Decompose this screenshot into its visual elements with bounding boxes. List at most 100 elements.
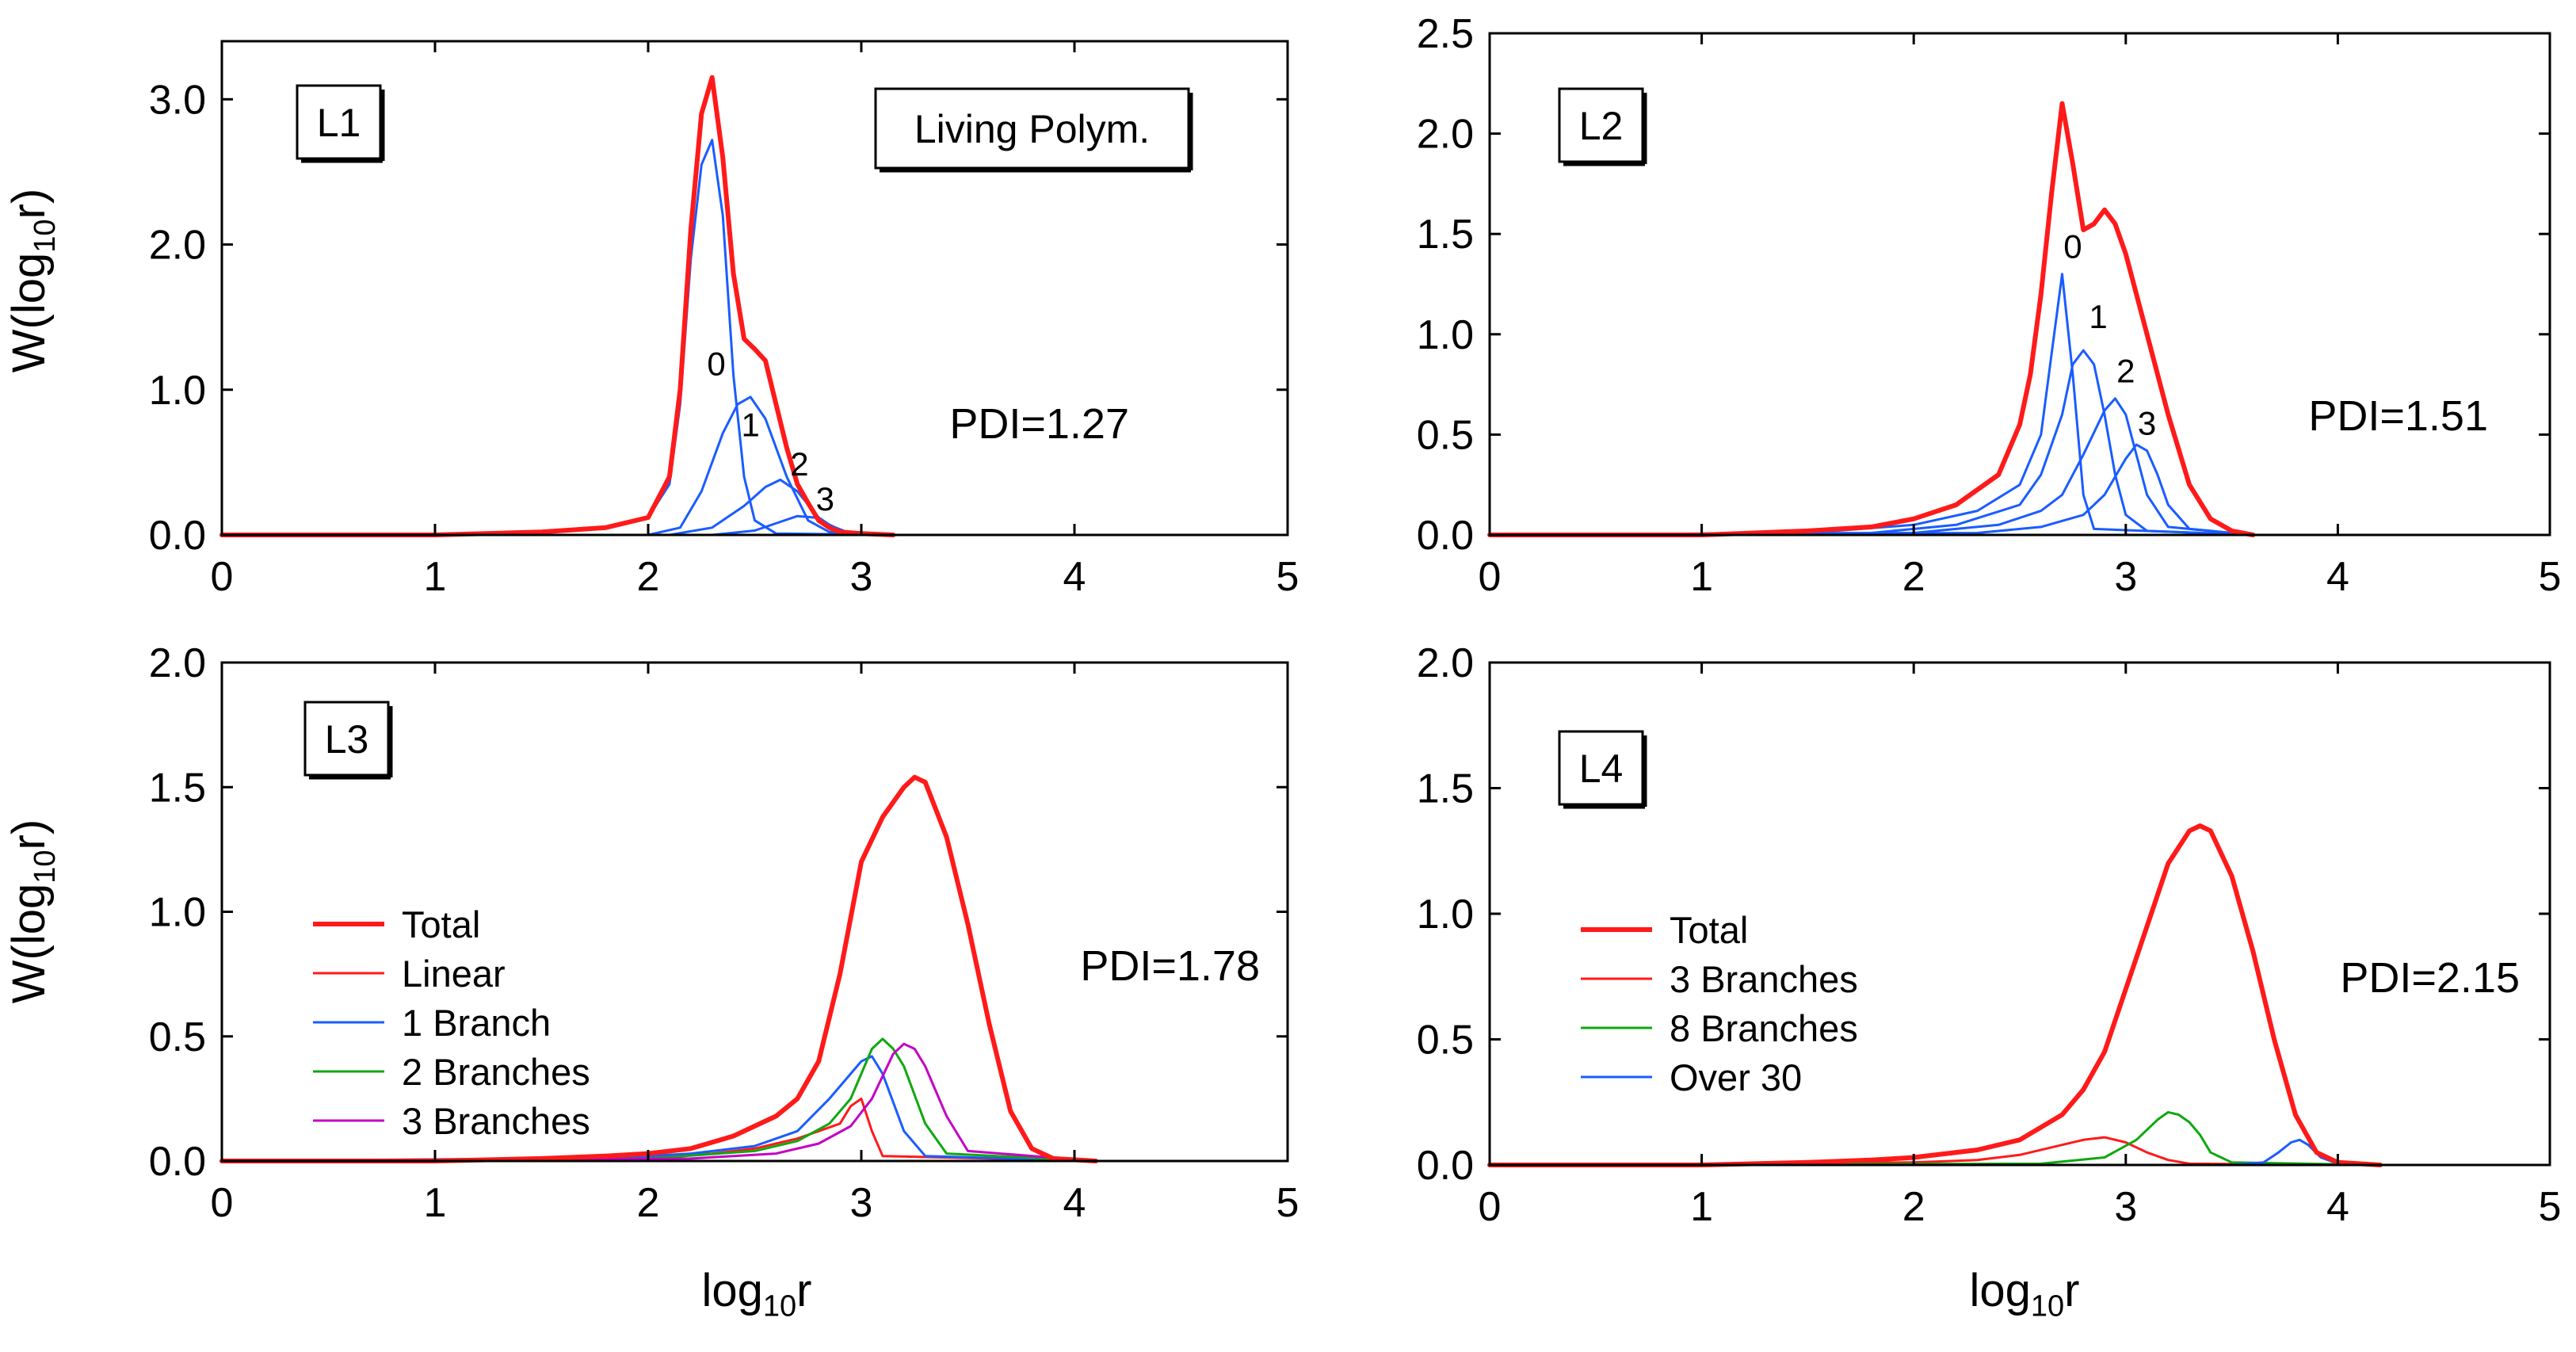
note-box-text: Living Polym.: [914, 107, 1150, 151]
series-line-8-branches: [1488, 1110, 2382, 1167]
series-line-1-branch: [220, 1055, 1097, 1163]
series-line-3-branches: [220, 1042, 1097, 1163]
curve-annotation: 0: [707, 345, 725, 382]
curve-annotation: 3: [2138, 404, 2156, 441]
pdi-label: PDI=1.78: [1080, 942, 1260, 990]
series-line-1: [220, 395, 895, 537]
y-tick-label: 0.0: [149, 513, 206, 559]
curve-annotation: 2: [2116, 353, 2135, 390]
series-line-3-branches: [1488, 1136, 2382, 1167]
curve-annotation: 3: [816, 480, 834, 518]
xlabel-left: log10r: [701, 1265, 812, 1323]
x-tick-label: 4: [2326, 554, 2349, 600]
xlabel-right: log10r: [1969, 1265, 2080, 1323]
ylabel-bottom: W(log10r): [3, 819, 62, 1004]
y-tick-label: 1.0: [1417, 312, 1474, 358]
x-tick-label: 0: [1479, 1184, 1502, 1230]
legend-label: Over 30: [1670, 1056, 1802, 1098]
x-tick-label: 2: [1902, 1184, 1925, 1230]
y-tick-label: 0.5: [1417, 1018, 1474, 1064]
panel-label: L2: [1579, 104, 1624, 148]
y-tick-label: 1.0: [1417, 892, 1474, 938]
legend-label: 3 Branches: [1670, 958, 1858, 1000]
y-tick-label: 2.0: [1417, 112, 1474, 158]
curve-annotation: 1: [741, 406, 759, 443]
y-tick-label: 0.5: [1417, 412, 1474, 458]
panel-l4: 0 1 2 3 4 5 0.0 0.5 1.0 1.5 2.0 L4 PDI=2.15 Total 3 Br…: [1417, 640, 2562, 1230]
series-line-3: [1488, 443, 2254, 537]
legend-label: 1 Branch: [402, 1002, 551, 1044]
y-tick-label: 2.5: [1417, 11, 1474, 57]
series-line-2: [1488, 397, 2254, 537]
panel-label-box: [1558, 730, 1644, 806]
legend: Total 3 Branches 8 Branches Over 30: [1581, 909, 1858, 1098]
pdi-label: PDI=1.51: [2308, 392, 2488, 440]
y-tick-label: 2.0: [149, 640, 206, 686]
y-tick-label: 0.5: [149, 1014, 206, 1060]
x-tick-label: 1: [424, 1180, 447, 1226]
x-tick-label: 4: [1063, 554, 1086, 600]
series-line-total: [1487, 101, 2256, 537]
x-tick-label: 4: [2326, 1184, 2349, 1230]
panel-label-box: [303, 701, 390, 777]
series-line-1: [1488, 349, 2254, 537]
curve-annotation: 2: [790, 445, 808, 483]
y-tick-label: 2.0: [1417, 640, 1474, 686]
panel-l3: 0 1 2 3 4 5 0.0 0.5 1.0 1.5 2.0 L3 PDI=1.78 Total Line…: [149, 640, 1299, 1226]
legend-label: Total: [1670, 909, 1748, 951]
y-tick-label: 1.0: [149, 368, 206, 414]
panel-label: L3: [325, 717, 369, 762]
x-tick-label: 0: [1479, 554, 1502, 600]
x-tick-label: 2: [637, 554, 660, 600]
plot-frame: [1488, 661, 2551, 1167]
pdi-label: PDI=2.15: [2340, 954, 2520, 1002]
note-box: [874, 87, 1190, 170]
legend-label: Total: [402, 903, 480, 945]
x-tick-label: 3: [2114, 1184, 2137, 1230]
curve-annotation: 1: [2089, 298, 2107, 335]
x-tick-label: 5: [1277, 1180, 1299, 1226]
legend-label: 3 Branches: [402, 1100, 590, 1142]
series-line-2-branches: [220, 1037, 1097, 1163]
legend: Total Linear 1 Branch 2 Branches 3 Branches: [313, 903, 590, 1142]
legend-label: 2 Branches: [402, 1051, 590, 1093]
x-tick-label: 1: [1690, 1184, 1713, 1230]
x-tick-label: 0: [211, 1180, 234, 1226]
plot-frame: [1488, 32, 2551, 537]
x-tick-label: 3: [2114, 554, 2137, 600]
x-tick-label: 3: [850, 1180, 873, 1226]
pdi-label: PDI=1.27: [949, 400, 1129, 448]
x-tick-label: 3: [850, 554, 873, 600]
y-tick-label: 1.5: [149, 765, 206, 811]
y-tick-label: 1.0: [149, 890, 206, 936]
series-line-total: [219, 74, 896, 537]
x-tick-label: 5: [1277, 554, 1299, 600]
series-line-total: [219, 774, 1098, 1163]
y-tick-label: 3.0: [149, 77, 206, 123]
panel-label-box: [296, 84, 382, 160]
legend-label: 8 Branches: [1670, 1007, 1858, 1049]
x-tick-label: 2: [637, 1180, 660, 1226]
x-tick-label: 1: [1690, 554, 1713, 600]
y-tick-label: 0.0: [149, 1139, 206, 1185]
series-line-0: [1488, 273, 2254, 537]
x-tick-label: 5: [2539, 1184, 2562, 1230]
x-tick-label: 4: [1063, 1180, 1086, 1226]
x-tick-label: 2: [1902, 554, 1925, 600]
curve-annotation: 0: [2063, 228, 2082, 265]
panel-label-box: [1558, 87, 1644, 163]
legend-label: Linear: [402, 953, 506, 995]
panel-label: L4: [1579, 747, 1624, 791]
ylabel-top: W(log10r): [3, 188, 62, 373]
y-tick-label: 0.0: [1417, 513, 1474, 559]
plot-frame: [220, 40, 1289, 537]
panel-l1: 0 1 2 3 4 50.01.02.03.0 L1 Living Polym.PDI=1.2…: [149, 40, 1299, 600]
y-tick-label: 2.0: [149, 223, 206, 269]
series-line-2: [220, 478, 895, 537]
panel-label: L1: [317, 101, 361, 145]
series-line-total: [1487, 823, 2383, 1167]
x-tick-label: 0: [211, 554, 234, 600]
x-tick-label: 1: [424, 554, 447, 600]
